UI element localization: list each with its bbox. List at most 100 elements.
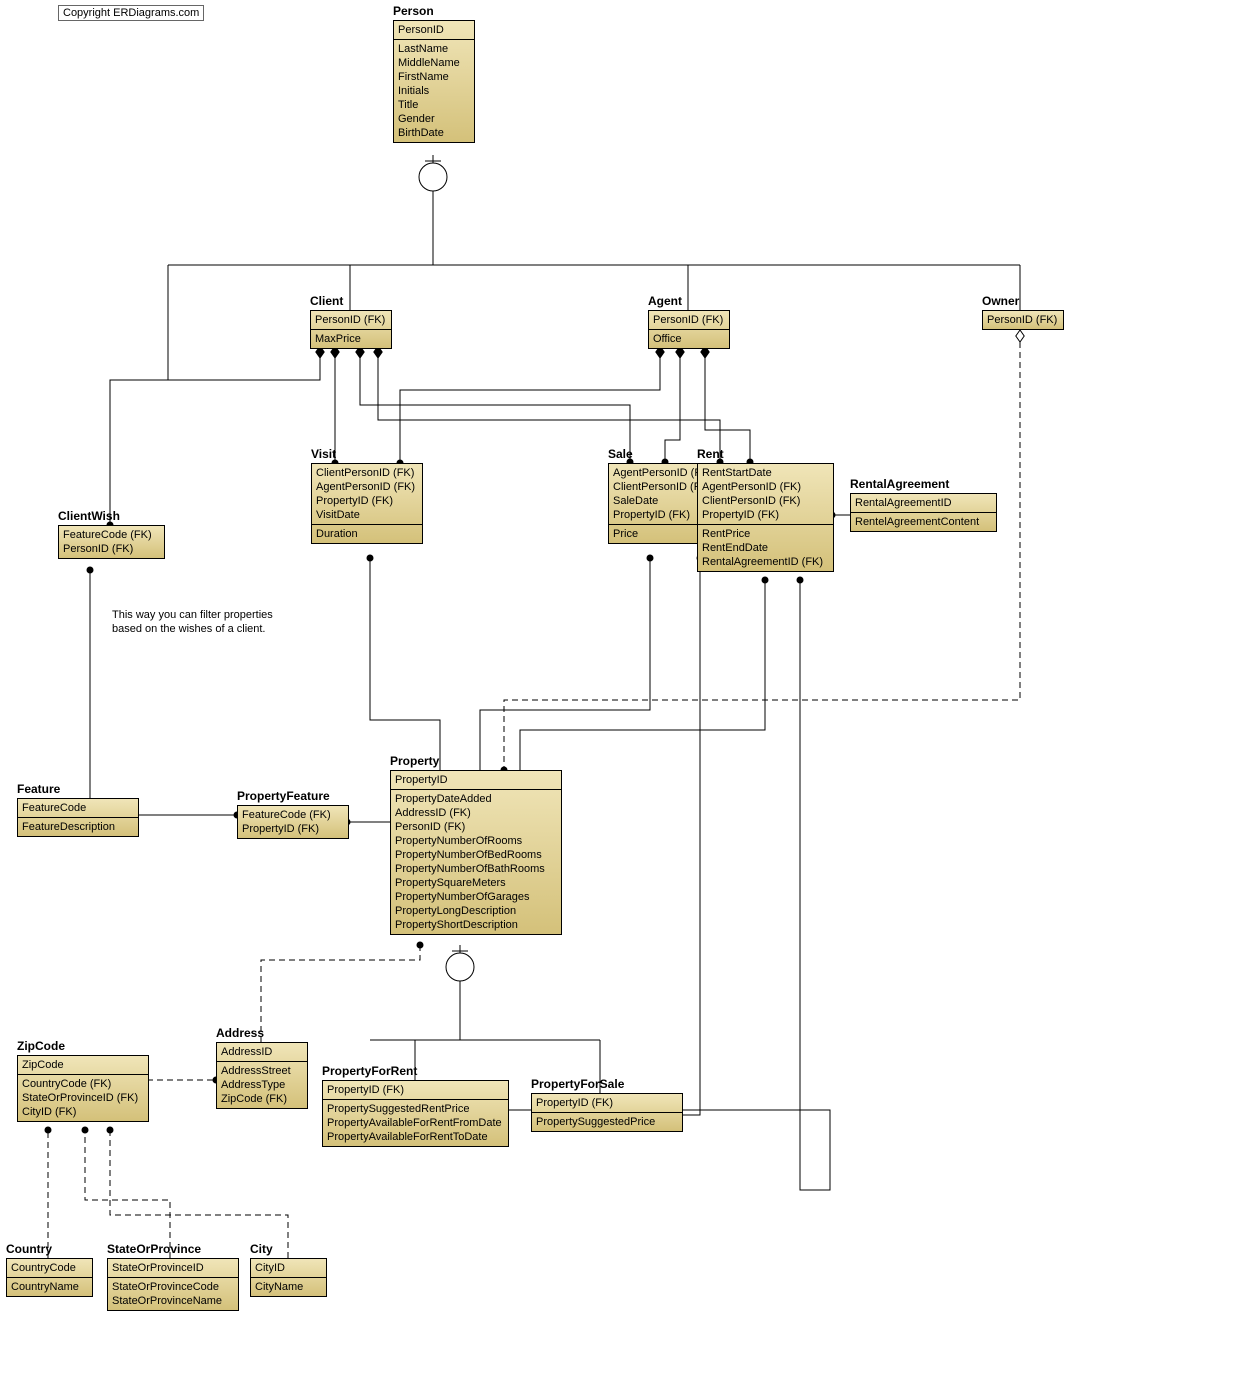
connectors <box>0 0 1252 1387</box>
entity-attribute: AgentPersonID (FK) <box>702 480 829 494</box>
entity-rentalagreement: RentalAgreementIDRentelAgreementContent <box>850 493 997 532</box>
copyright-label: Copyright ERDiagrams.com <box>58 5 204 21</box>
entity-property: PropertyID PropertyDateAddedAddressID (FK… <box>390 770 562 935</box>
entity-attribute: BirthDate <box>398 126 470 140</box>
entity-propertyforrent: PropertyID (FK) PropertySuggestedRentPric… <box>322 1080 509 1147</box>
entity-zipcode: ZipCodeCountryCode (FK)StateOrProvinceID… <box>17 1055 149 1122</box>
entity-title: PropertyFeature <box>237 789 330 803</box>
entity-feature: FeatureCode FeatureDescription <box>17 798 139 837</box>
entity-title: Owner <box>982 294 1019 308</box>
entity-attribute: ClientPersonID (FK) <box>316 466 418 480</box>
entity-attribute: PropertyNumberOfRooms <box>395 834 557 848</box>
entity-attribute: PropertyID (FK) <box>327 1083 504 1097</box>
entity-attribute: FeatureCode <box>22 801 134 815</box>
entity-attribute: AddressID (FK) <box>395 806 557 820</box>
entity-title: PropertyForRent <box>322 1064 417 1078</box>
entity-title: ZipCode <box>17 1039 65 1053</box>
entity-title: ClientWish <box>58 509 120 523</box>
note-text: This way you can filter properties based… <box>112 608 273 636</box>
entity-attribute: StateOrProvinceName <box>112 1294 234 1308</box>
entity-attribute: PropertyID (FK) <box>242 822 344 836</box>
entity-attribute: MiddleName <box>398 56 470 70</box>
entity-attribute: RentEndDate <box>702 541 829 555</box>
entity-city: CityIDCityName <box>250 1258 327 1297</box>
entity-attribute: PersonID (FK) <box>987 313 1059 327</box>
entity-attribute: ZipCode <box>22 1058 144 1072</box>
entity-attribute: AgentPersonID (FK) <box>316 480 418 494</box>
entity-visit: ClientPersonID (FK)AgentPersonID (FK)Pro… <box>311 463 423 544</box>
entity-attribute: RentelAgreementContent <box>855 515 992 529</box>
entity-attribute: VisitDate <box>316 508 418 522</box>
entity-attribute: PersonID (FK) <box>395 820 557 834</box>
entity-attribute: PropertySuggestedRentPrice <box>327 1102 504 1116</box>
entity-client: PersonID (FK) MaxPrice <box>310 310 392 349</box>
entity-attribute: Gender <box>398 112 470 126</box>
entity-attribute: CountryName <box>11 1280 88 1294</box>
entity-attribute: FeatureDescription <box>22 820 134 834</box>
entity-title: Client <box>310 294 343 308</box>
entity-attribute: StateOrProvinceID (FK) <box>22 1091 144 1105</box>
entity-title: Agent <box>648 294 682 308</box>
entity-attribute: AddressType <box>221 1078 303 1092</box>
entity-attribute: LastName <box>398 42 470 56</box>
entity-person: PersonID LastNameMiddleNameFirstNameIniti… <box>393 20 475 143</box>
entity-title: City <box>250 1242 273 1256</box>
entity-attribute: ZipCode (FK) <box>221 1092 303 1106</box>
entity-stateorprovince: StateOrProvinceID StateOrProvinceCodeStat… <box>107 1258 239 1311</box>
entity-attribute: RentStartDate <box>702 466 829 480</box>
entity-address: AddressID AddressStreetAddressTypeZipCode… <box>216 1042 308 1109</box>
entity-attribute: PersonID <box>398 23 470 37</box>
entity-attribute: StateOrProvinceID <box>112 1261 234 1275</box>
entity-title: Country <box>6 1242 52 1256</box>
entity-attribute: Office <box>653 332 725 346</box>
entity-attribute: RentalAgreementID (FK) <box>702 555 829 569</box>
entity-attribute: PropertyID (FK) <box>536 1096 678 1110</box>
entity-attribute: FeatureCode (FK) <box>242 808 344 822</box>
entity-attribute: PropertyAvailableForRentFromDate <box>327 1116 504 1130</box>
entity-attribute: CityName <box>255 1280 322 1294</box>
entity-attribute: PersonID (FK) <box>315 313 387 327</box>
entity-attribute: StateOrProvinceCode <box>112 1280 234 1294</box>
entity-rent: RentStartDateAgentPersonID (FK)ClientPer… <box>697 463 834 572</box>
entity-title: Visit <box>311 447 336 461</box>
entity-title: StateOrProvince <box>107 1242 201 1256</box>
entity-country: CountryCodeCountryName <box>6 1258 93 1297</box>
entity-propertyforsale: PropertyID (FK) PropertySuggestedPrice <box>531 1093 683 1132</box>
entity-attribute: PropertyID (FK) <box>702 508 829 522</box>
entity-agent: PersonID (FK) Office <box>648 310 730 349</box>
entity-owner: PersonID (FK) <box>982 310 1064 330</box>
entity-attribute: MaxPrice <box>315 332 387 346</box>
entity-title: Feature <box>17 782 60 796</box>
entity-attribute: AddressID <box>221 1045 303 1059</box>
entity-attribute: FeatureCode (FK) <box>63 528 160 542</box>
entity-title: Sale <box>608 447 633 461</box>
entity-attribute: AddressStreet <box>221 1064 303 1078</box>
entity-title: Address <box>216 1026 264 1040</box>
entity-attribute: RentPrice <box>702 527 829 541</box>
entity-attribute: PersonID (FK) <box>653 313 725 327</box>
entity-title: RentalAgreement <box>850 477 949 491</box>
entity-attribute: PropertySuggestedPrice <box>536 1115 678 1129</box>
entity-attribute: Initials <box>398 84 470 98</box>
entity-title: Person <box>393 4 434 18</box>
entity-attribute: PropertyNumberOfBathRooms <box>395 862 557 876</box>
entity-attribute: PropertyDateAdded <box>395 792 557 806</box>
entity-attribute: CityID (FK) <box>22 1105 144 1119</box>
entity-attribute: ClientPersonID (FK) <box>702 494 829 508</box>
entity-attribute: PropertyNumberOfBedRooms <box>395 848 557 862</box>
entity-clientwish: FeatureCode (FK)PersonID (FK) <box>58 525 165 559</box>
entity-attribute: PropertyShortDescription <box>395 918 557 932</box>
entity-attribute: Duration <box>316 527 418 541</box>
entity-attribute: PropertyNumberOfGarages <box>395 890 557 904</box>
entity-attribute: PersonID (FK) <box>63 542 160 556</box>
entity-attribute: Title <box>398 98 470 112</box>
entity-attribute: PropertyAvailableForRentToDate <box>327 1130 504 1144</box>
entity-attribute: PropertyLongDescription <box>395 904 557 918</box>
entity-attribute: PropertySquareMeters <box>395 876 557 890</box>
entity-attribute: PropertyID (FK) <box>316 494 418 508</box>
entity-propertyfeature: FeatureCode (FK)PropertyID (FK) <box>237 805 349 839</box>
entity-attribute: FirstName <box>398 70 470 84</box>
entity-title: Property <box>390 754 439 768</box>
entity-title: Rent <box>697 447 724 461</box>
entity-attribute: PropertyID <box>395 773 557 787</box>
